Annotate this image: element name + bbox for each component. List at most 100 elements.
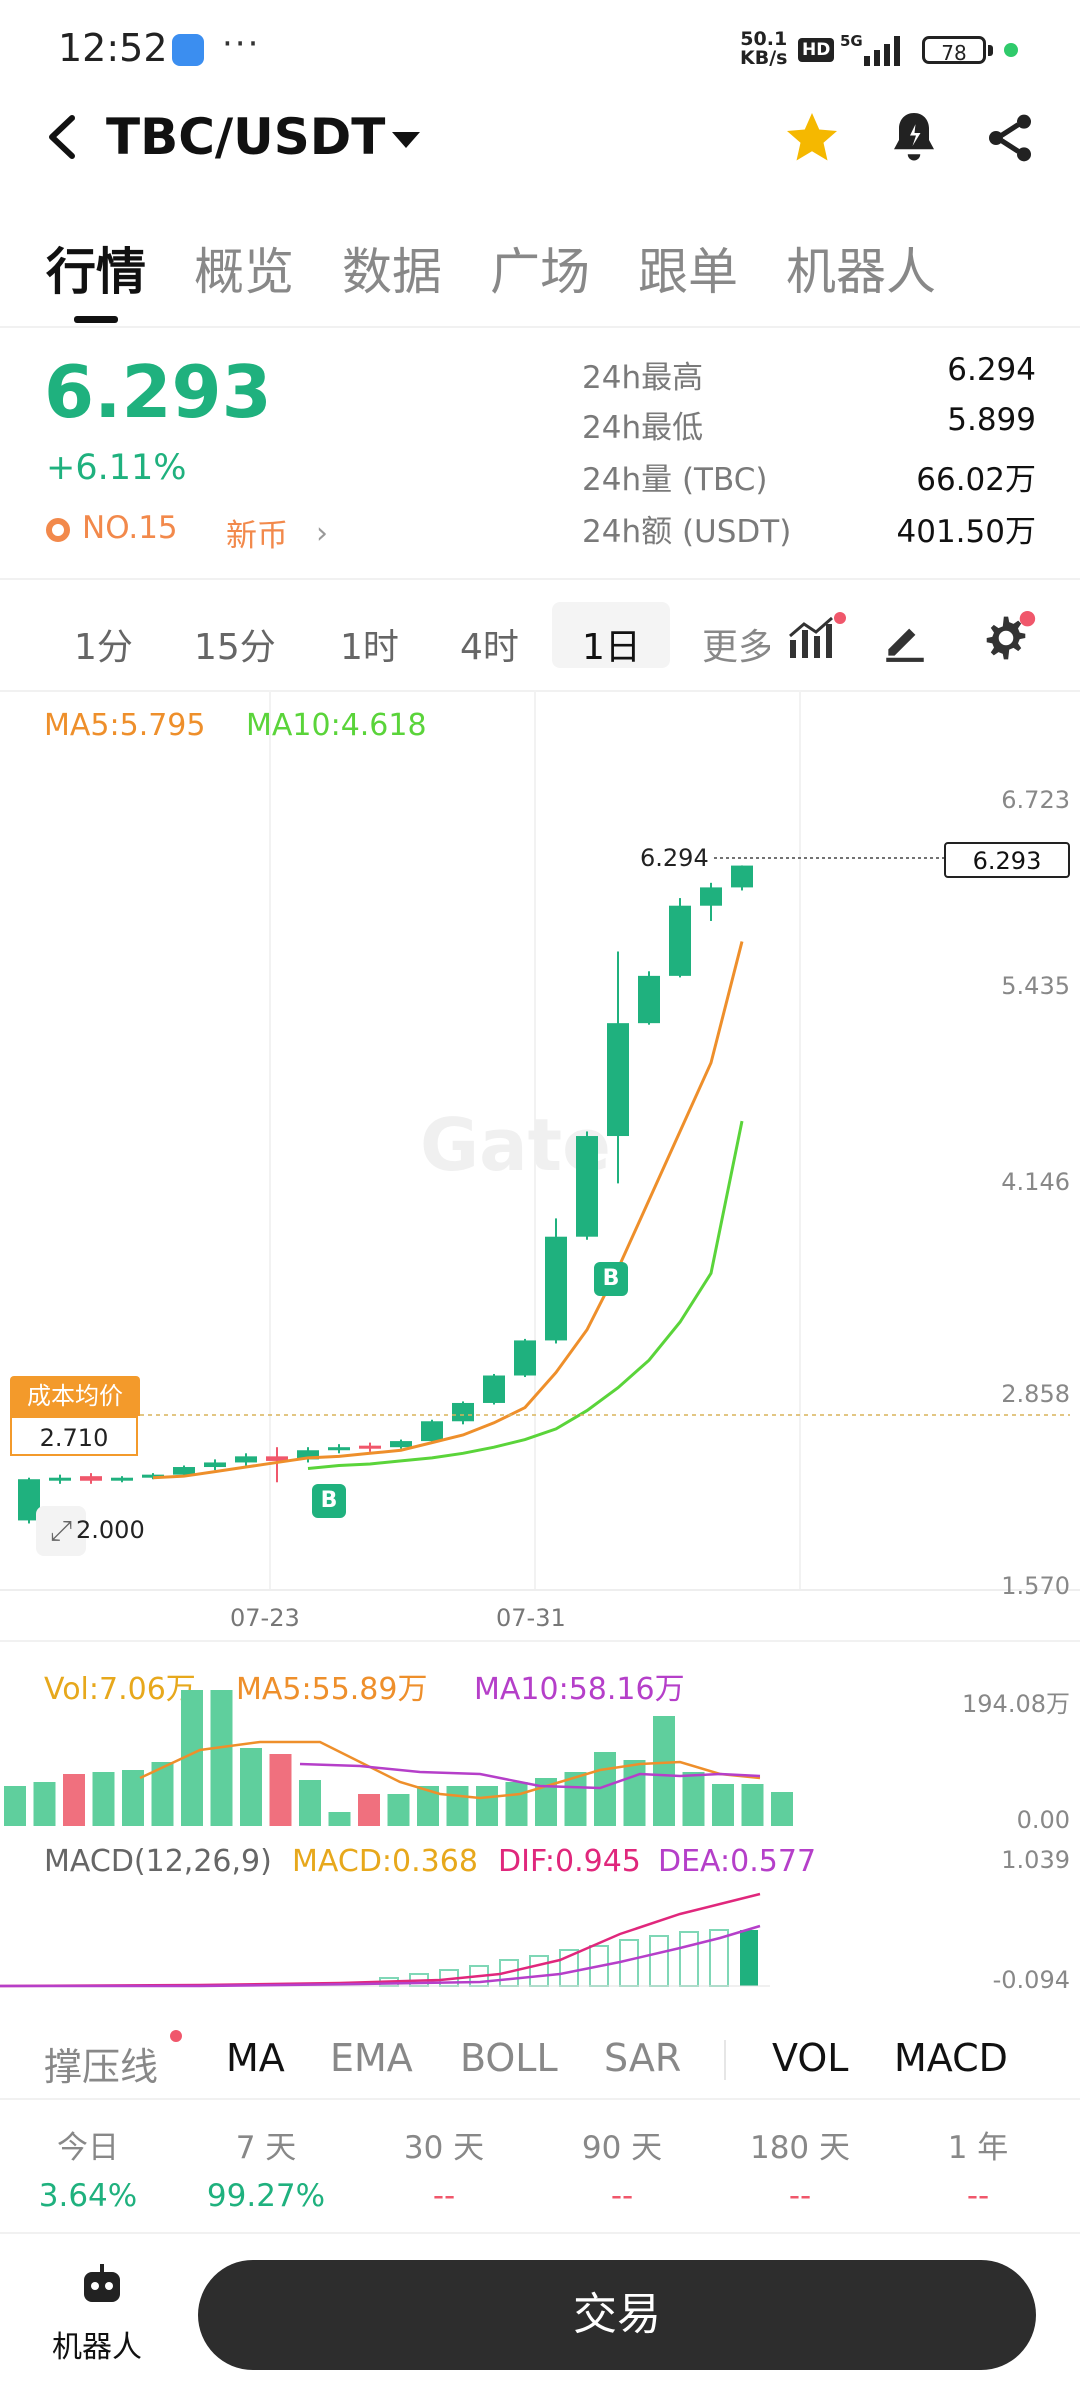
volume-bar xyxy=(151,1762,174,1826)
robot-icon[interactable] xyxy=(78,2262,126,2310)
candle-body xyxy=(669,905,691,976)
indicator-divider xyxy=(724,2040,726,2080)
y-axis-label: 5.435 xyxy=(1001,972,1070,1000)
indicator-ma[interactable]: MA xyxy=(226,2036,285,2080)
interval-more[interactable]: 更多 xyxy=(702,627,770,668)
interval-1h[interactable]: 1时 xyxy=(340,627,399,668)
price-alert-bell-icon[interactable] xyxy=(884,108,944,168)
indicator-chart-icon[interactable] xyxy=(786,612,846,664)
dea-value: DEA:0.577 xyxy=(658,1844,817,1879)
new-coin-tag[interactable]: 新币 xyxy=(226,518,288,554)
pair-dropdown-icon[interactable] xyxy=(392,132,420,148)
volume-bar xyxy=(33,1782,56,1826)
dif-line xyxy=(0,1892,761,1988)
tab-copy-trade[interactable]: 跟单 xyxy=(638,243,738,301)
low-price-label: 2.000 xyxy=(76,1516,145,1544)
divider xyxy=(0,326,1080,328)
volume-bar xyxy=(476,1786,498,1826)
candle-body xyxy=(421,1421,443,1442)
ma5-label: MA5:5.795 xyxy=(44,708,206,743)
active-interval-bg xyxy=(552,602,670,668)
draw-pencil-icon[interactable] xyxy=(880,614,930,664)
indicator-macd[interactable]: MACD xyxy=(894,2036,1008,2080)
cost-average-label: 成本均价 xyxy=(10,1376,140,1416)
macd-title: MACD(12,26,9) xyxy=(44,1844,272,1879)
y-axis-label: 4.146 xyxy=(1001,1168,1070,1196)
interval-4h[interactable]: 4时 xyxy=(460,627,519,668)
tab-data[interactable]: 数据 xyxy=(342,243,442,301)
stat-label-high: 24h最高 xyxy=(582,360,704,396)
interval-1m[interactable]: 1分 xyxy=(74,627,133,668)
last-price: 6.293 xyxy=(44,350,272,434)
candle-body xyxy=(483,1375,505,1403)
vol-y-bottom: 0.00 xyxy=(1016,1806,1070,1834)
candle-body xyxy=(731,865,753,888)
volume-bar xyxy=(771,1792,793,1826)
volume-bar xyxy=(387,1794,410,1826)
stat-value-turnover: 401.50万 xyxy=(896,514,1036,550)
volume-bar xyxy=(535,1778,557,1826)
ma10-line xyxy=(307,1120,744,1471)
share-icon[interactable] xyxy=(982,110,1038,166)
y-axis-label: 6.723 xyxy=(1001,786,1070,814)
settings-gear-icon[interactable] xyxy=(976,610,1036,666)
volume-bar xyxy=(122,1770,144,1826)
tab-market[interactable]: 行情 xyxy=(46,243,146,301)
indicator-ema[interactable]: EMA xyxy=(330,2036,413,2080)
tab-square[interactable]: 广场 xyxy=(490,243,590,301)
favorite-star-icon[interactable] xyxy=(782,108,842,168)
chevron-right-icon[interactable]: › xyxy=(316,516,328,551)
pair-title[interactable]: TBC/USDT xyxy=(106,108,386,166)
volume-bar xyxy=(210,1690,233,1826)
x-axis-label: 07-23 xyxy=(230,1604,300,1632)
divider xyxy=(0,690,1080,692)
interval-1d[interactable]: 1日 xyxy=(582,627,641,668)
tab-overview[interactable]: 概览 xyxy=(194,243,294,301)
stat-label-turnover: 24h额 (USDT) xyxy=(582,514,792,550)
indicator-sar[interactable]: SAR xyxy=(604,2036,682,2080)
candle-body xyxy=(638,975,660,1024)
robot-label[interactable]: 机器人 xyxy=(52,2330,142,2365)
volume-bar xyxy=(446,1786,469,1826)
svg-text:5G: 5G xyxy=(840,32,863,50)
support-resistance-tab[interactable]: 撑压线 xyxy=(44,2045,159,2089)
candle-body xyxy=(111,1477,133,1481)
expand-chart-icon[interactable]: ⤢ xyxy=(36,1506,86,1556)
volume-bar xyxy=(328,1812,351,1826)
app-notification-icon xyxy=(172,34,204,66)
indicator-vol[interactable]: VOL xyxy=(772,2036,849,2080)
trade-button[interactable]: 交易 xyxy=(198,2260,1036,2370)
volume-bar xyxy=(269,1754,292,1826)
y-axis-label: 1.570 xyxy=(1001,1572,1070,1600)
battery-icon: 78 xyxy=(922,36,986,65)
perf-value: -- xyxy=(610,2178,634,2214)
volume-bar xyxy=(741,1784,764,1826)
candle-body xyxy=(297,1450,319,1460)
hd-badge: HD xyxy=(798,38,835,62)
new-dot-icon xyxy=(170,2030,182,2042)
indicator-boll[interactable]: BOLL xyxy=(460,2036,558,2080)
tab-robot[interactable]: 机器人 xyxy=(786,243,936,301)
interval-15m[interactable]: 15分 xyxy=(194,627,276,668)
buy-marker[interactable]: B xyxy=(594,1262,628,1296)
green-dot-indicator xyxy=(1004,43,1018,57)
candlestick-chart[interactable]: Gate xyxy=(0,690,1080,1640)
rank-label[interactable]: NO.15 xyxy=(82,510,178,546)
perf-label: 7 天 xyxy=(235,2130,297,2166)
buy-marker[interactable]: B xyxy=(312,1484,346,1518)
back-arrow-icon[interactable] xyxy=(44,112,80,162)
divider xyxy=(0,1640,1080,1642)
price-change: +6.11% xyxy=(46,448,187,488)
volume-bar xyxy=(417,1786,439,1826)
perf-label: 180 天 xyxy=(749,2130,851,2166)
candle-body xyxy=(700,887,722,906)
candle-body xyxy=(359,1445,381,1449)
candle-body xyxy=(328,1447,350,1451)
divider xyxy=(0,2232,1080,2234)
perf-value: -- xyxy=(788,2178,812,2214)
signal-icon: 5G xyxy=(840,32,900,66)
stat-value-high: 6.294 xyxy=(947,352,1036,388)
vol-ma10-line xyxy=(299,1762,761,1790)
perf-label: 90 天 xyxy=(581,2130,663,2166)
net-speed: 50.1 KB/s xyxy=(740,30,787,68)
